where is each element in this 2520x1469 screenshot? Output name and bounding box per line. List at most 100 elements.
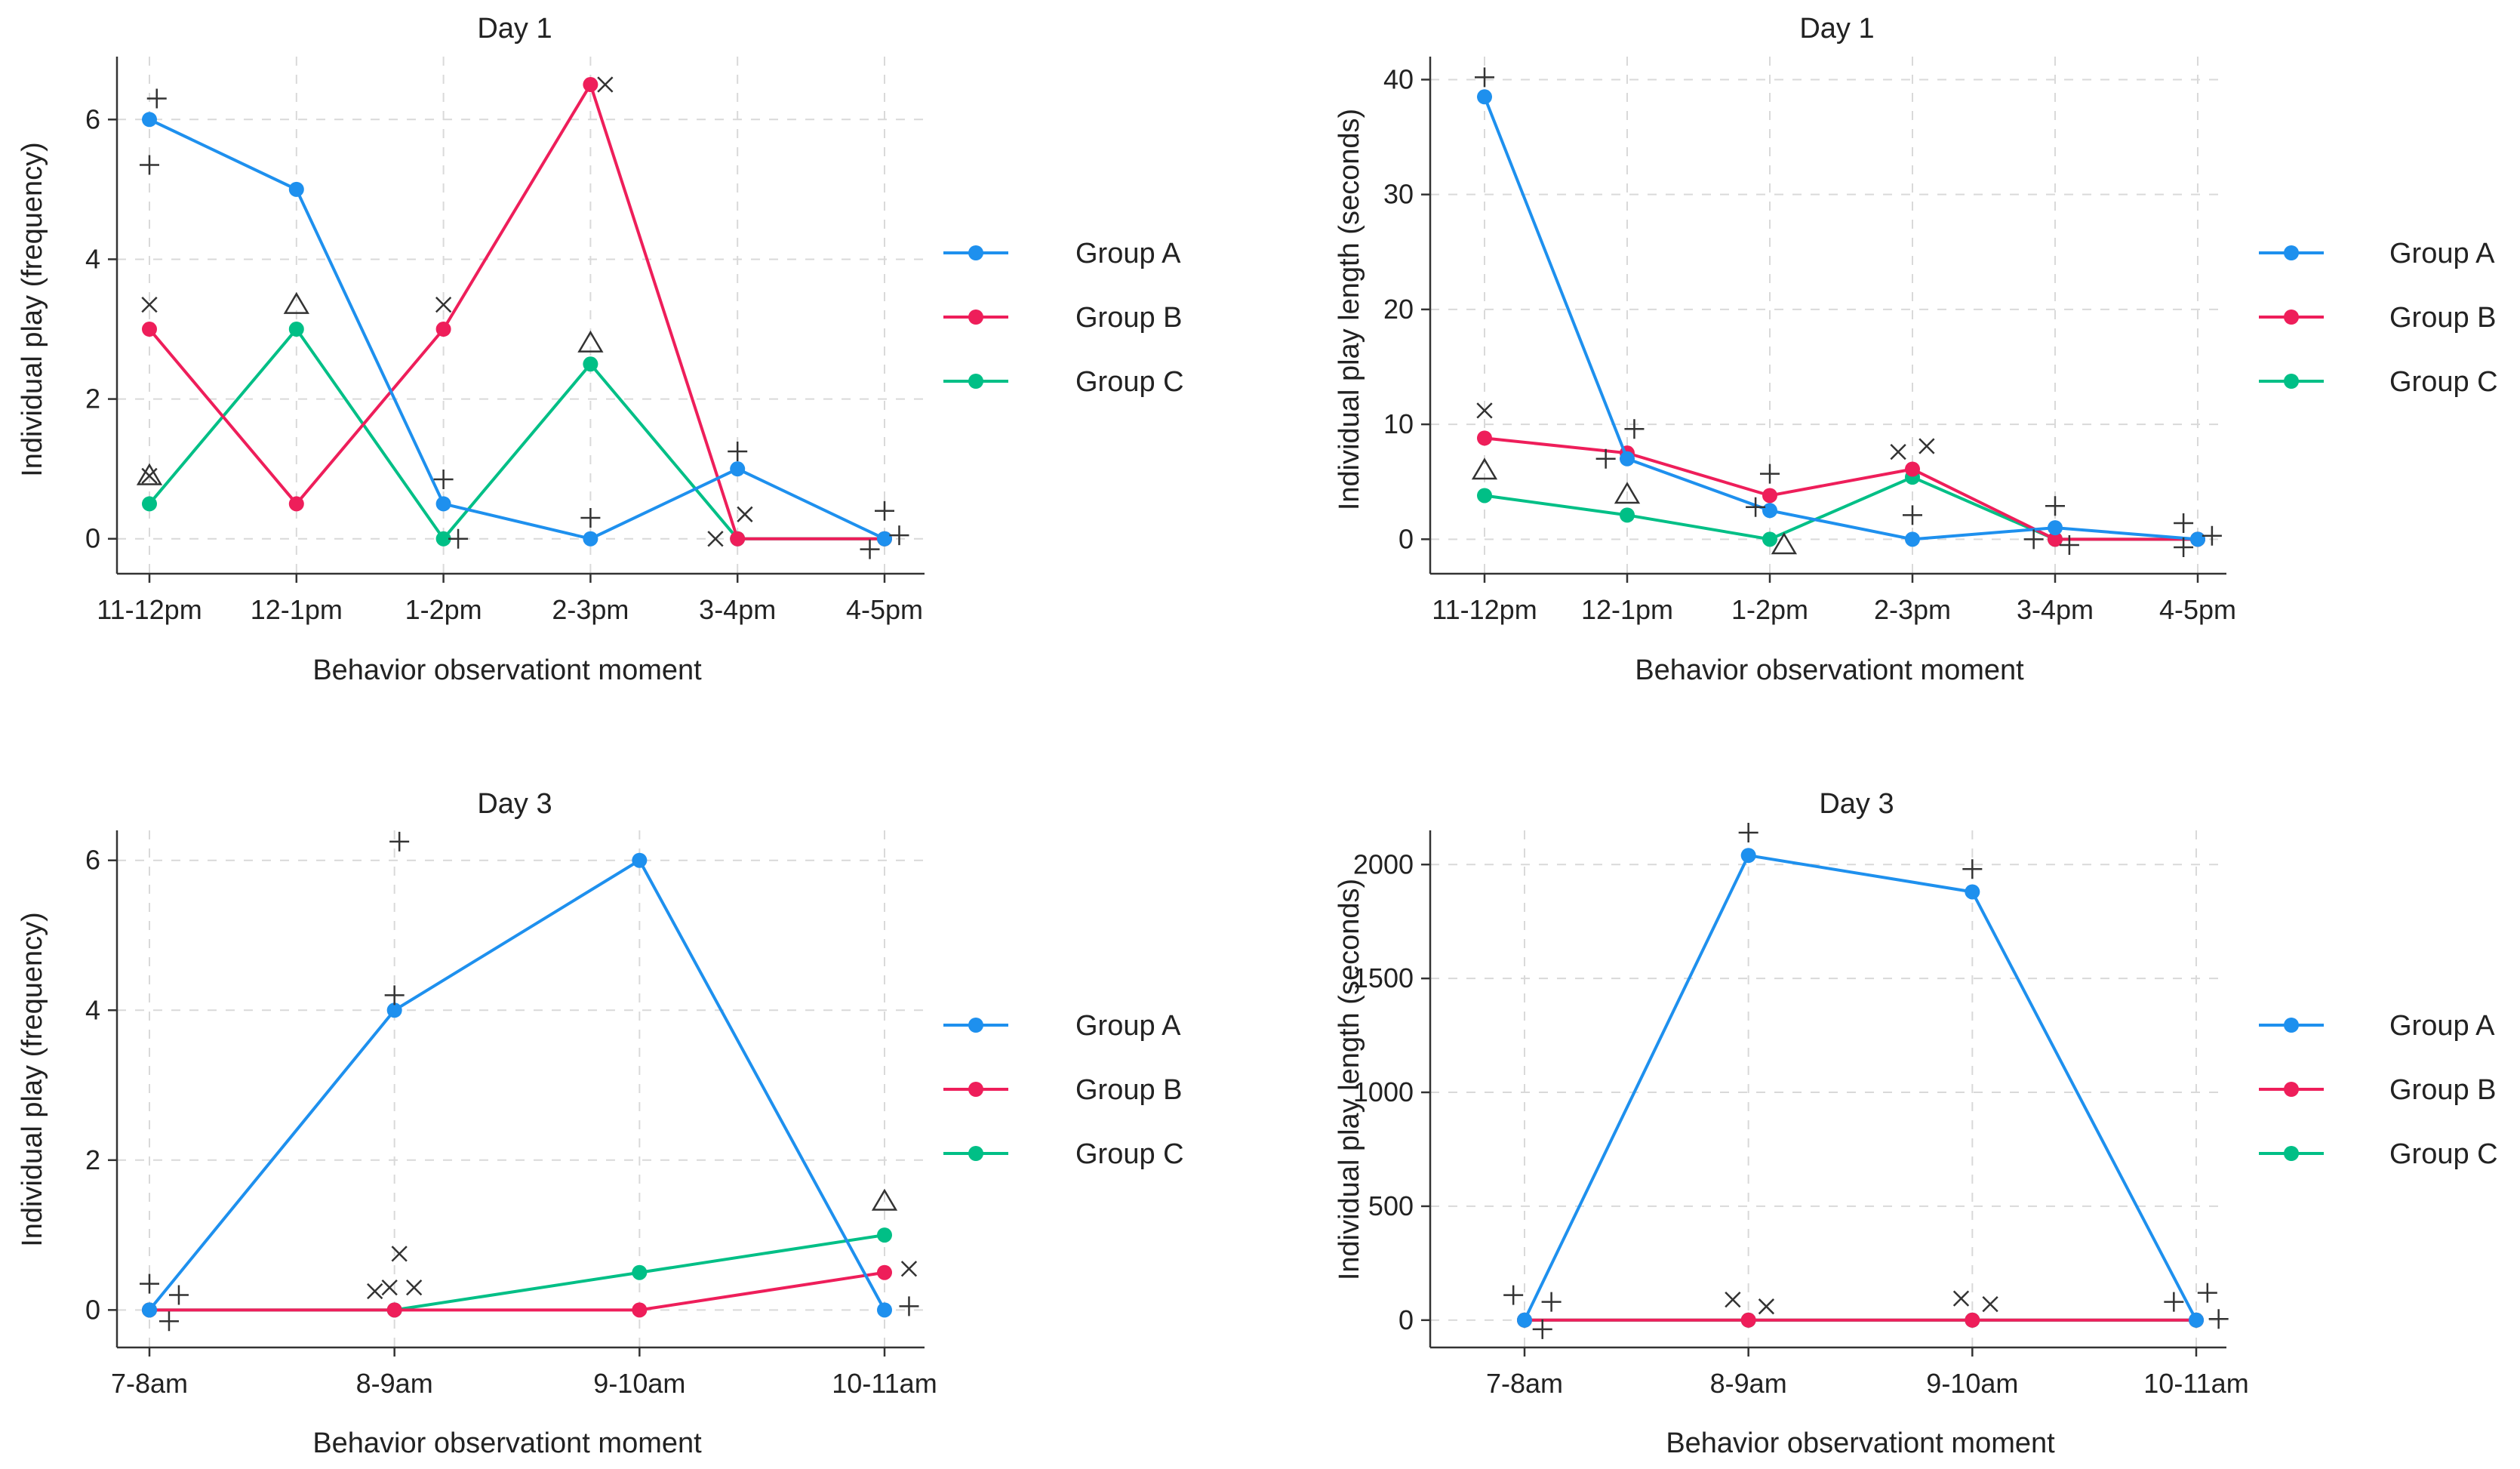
- marker-plus: [2174, 513, 2194, 534]
- series-line-group-c: [149, 1233, 885, 1312]
- x-tick-label: 1-2pm: [1731, 594, 1808, 625]
- data-point-group-b: [386, 1302, 402, 1318]
- y-tick-label: 6: [85, 103, 100, 134]
- svg-text:Group A: Group A: [1075, 238, 1181, 269]
- x-tick-label: 1-2pm: [405, 594, 482, 625]
- panel-1-title: Day 1: [477, 13, 552, 45]
- marker-cross: [1982, 1296, 1998, 1313]
- panel-1-plot: 0 2 4 6 11-12pm 12-1pm 1-2pm 2-3pm 3-4pm 4-5pm: [85, 57, 925, 625]
- marker-triangle: [871, 1188, 898, 1211]
- marker-plus: [728, 442, 748, 462]
- svg-text:Group C: Group C: [1075, 1138, 1184, 1170]
- series-line-group-a: [1483, 96, 2198, 541]
- data-point-group-b: [142, 322, 157, 337]
- data-point-group-c: [1620, 507, 1635, 523]
- marker-plus: [2059, 534, 2079, 555]
- y-tick-label: 2: [85, 1144, 100, 1175]
- data-point-group-b: [288, 496, 304, 512]
- panel-2-ylabel: Individual play length (seconds): [1334, 109, 1365, 510]
- data-point-group-b: [1965, 1312, 1980, 1328]
- series-line-group-b: [148, 81, 885, 540]
- panel-1-ylabel: Individual play (frequency): [17, 142, 48, 477]
- y-tick-label: 20: [1383, 294, 1414, 325]
- data-point-group-c: [632, 1264, 648, 1280]
- y-tick-label: 0: [85, 523, 100, 554]
- marker-triangle: [1471, 457, 1498, 480]
- marker-plus: [433, 470, 454, 490]
- marker-plus: [1624, 419, 1645, 439]
- panel-2-plot: 0 10 20 30 40 11-12pm 12-1pm 1-2pm 2-3pm 3-4pm 4-5…: [1383, 57, 2236, 625]
- series-line-group-a: [149, 118, 885, 540]
- x-tick-label: 12-1pm: [251, 594, 343, 625]
- panel-3-legend: Group A Group B Group C: [943, 1010, 1184, 1170]
- y-tick-label: 0: [1398, 1304, 1414, 1335]
- legend-item-group-b: Group B: [943, 302, 1183, 334]
- x-tick-label: 8-9am: [1710, 1368, 1787, 1399]
- panel-4-xlabel: Behavior observationt moment: [1666, 1427, 2055, 1459]
- marker-plus: [1746, 497, 1766, 517]
- y-tick-label: 40: [1383, 63, 1414, 94]
- x-tick-label: 2-3pm: [552, 594, 629, 625]
- data-point-group-a: [730, 461, 746, 477]
- y-tick-label: 2000: [1353, 848, 1414, 879]
- panel-4: Day 3 Individual play length (seconds) B…: [1334, 788, 2498, 1459]
- marker-plus: [1475, 67, 1494, 88]
- marker-plus: [168, 1285, 189, 1305]
- marker-plus: [860, 539, 880, 559]
- legend-item-group-a: Group A: [2259, 238, 2495, 269]
- marker-cross: [1725, 1291, 1741, 1308]
- svg-text:Group C: Group C: [1075, 366, 1184, 398]
- x-tick-label: 7-8am: [1486, 1368, 1563, 1399]
- panel-4-plot: 0 500 1000 1500 2000 7-8am 8-9am 9-10am 10-11am: [1353, 823, 2249, 1399]
- marker-plus: [899, 1296, 919, 1317]
- data-point-group-a: [877, 1302, 892, 1318]
- y-tick-label: 4: [85, 243, 100, 274]
- x-tick-label: 12-1pm: [1581, 594, 1673, 625]
- data-point-group-a: [2190, 531, 2205, 547]
- series-line-group-a: [148, 858, 886, 1311]
- marker-plus: [146, 88, 167, 109]
- data-point-group-a: [877, 531, 892, 547]
- marker-plus: [2164, 1292, 2184, 1312]
- data-point-group-c: [877, 1227, 892, 1243]
- data-point-group-b: [1762, 488, 1777, 504]
- marker-cross: [597, 76, 614, 93]
- marker-triangle: [1771, 532, 1798, 555]
- marker-plus: [389, 831, 410, 852]
- x-tick-label: 11-12pm: [1432, 594, 1537, 625]
- data-point-group-a: [1762, 503, 1777, 519]
- marker-plus: [875, 500, 894, 521]
- marker-plus: [1738, 823, 1758, 843]
- y-tick-label: 10: [1383, 408, 1414, 439]
- data-point-group-a: [386, 1002, 402, 1018]
- data-point-group-a: [2189, 1312, 2204, 1328]
- marker-cross: [1758, 1298, 1775, 1315]
- x-tick-label: 8-9am: [356, 1368, 433, 1399]
- marker-triangle: [577, 330, 604, 353]
- x-tick-label: 4-5pm: [2159, 594, 2236, 625]
- marker-triangle: [283, 291, 309, 314]
- panel-2-title: Day 1: [1799, 13, 1874, 45]
- x-tick-label: 9-10am: [593, 1368, 685, 1399]
- svg-text:Group A: Group A: [2389, 238, 2495, 269]
- marker-cross: [367, 1283, 383, 1300]
- marker-plus: [2202, 525, 2222, 546]
- panel-1-legend: Group A Group B Group C: [943, 238, 1184, 398]
- x-tick-label: 10-11am: [832, 1368, 937, 1399]
- panel-2-legend: Group A Group B Group C: [2259, 238, 2498, 398]
- data-point-group-a: [632, 852, 648, 868]
- panel-3-title: Day 3: [477, 788, 552, 820]
- data-point-group-a: [1517, 1312, 1532, 1328]
- data-point-group-a: [435, 496, 451, 512]
- svg-text:Group C: Group C: [2389, 366, 2498, 398]
- legend-item-group-a: Group A: [2259, 1010, 2495, 1042]
- marker-plus: [1760, 463, 1780, 484]
- data-point-group-c: [288, 322, 304, 337]
- legend-item-group-c: Group C: [943, 1138, 1184, 1170]
- x-tick-label: 3-4pm: [2017, 594, 2094, 625]
- marker-plus: [2023, 529, 2044, 550]
- legend-item-group-a: Group A: [943, 1010, 1181, 1042]
- svg-text:Group B: Group B: [1075, 302, 1183, 334]
- marker-plus: [1962, 859, 1983, 879]
- marker-plus: [2045, 496, 2065, 516]
